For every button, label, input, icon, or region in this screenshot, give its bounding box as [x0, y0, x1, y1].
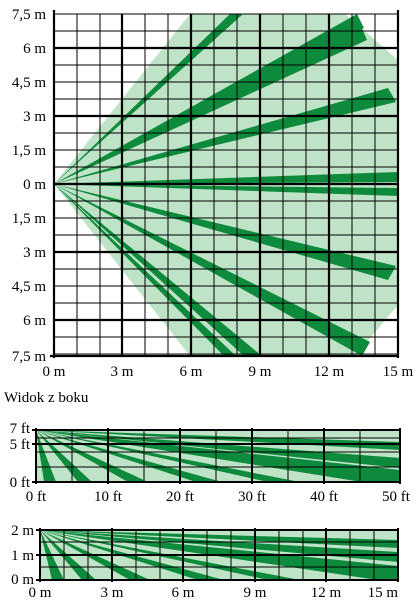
top-x-label: 12 m	[314, 364, 345, 380]
top-beam	[54, 172, 398, 184]
top-y-label: 1,5 m	[12, 143, 47, 159]
side-ft-grid	[36, 430, 400, 482]
side-ft-y-label: 0 ft	[10, 475, 31, 491]
top-y-labels: 7,5 m 6 m 4,5 m 3 m 1,5 m 0 m 1,5 m 3 m …	[12, 7, 47, 365]
side-m-y-label: 1 m	[11, 548, 34, 564]
top-y-label: 6 m	[23, 313, 46, 329]
top-y-label: 6 m	[23, 41, 46, 57]
side-ft-grid-major	[32, 428, 401, 484]
top-x-label: 0 m	[43, 364, 66, 380]
top-beam	[54, 184, 370, 356]
top-beams	[54, 14, 398, 356]
side-ft-y-labels: 7 ft 5 ft 0 ft	[10, 421, 31, 491]
top-beam	[54, 88, 396, 184]
side-ft-y-label: 7 ft	[10, 421, 31, 437]
top-y-label: 7,5 m	[12, 7, 47, 23]
side-m-beam	[40, 530, 398, 548]
side-ft-y-label: 5 ft	[10, 437, 31, 453]
side-ft-x-labels: 0 ft 10 ft 20 ft 30 ft 40 ft 50 ft	[26, 489, 411, 505]
side-ft-x-label: 20 ft	[166, 489, 195, 505]
top-beam	[54, 184, 262, 356]
side-m-x-label: 0 m	[29, 585, 52, 600]
top-x-label: 15 m	[383, 364, 414, 380]
side-m-x-label: 15 m	[368, 585, 399, 600]
top-y-label: 4,5 m	[12, 279, 47, 295]
top-y-label: 0 m	[23, 177, 46, 193]
side-m-x-labels: 0 m 3 m 6 m 9 m 12 m 15 m	[29, 585, 399, 600]
top-beam	[54, 24, 367, 184]
top-y-label: 4,5 m	[12, 75, 47, 91]
side-ft-x-label: 10 ft	[94, 489, 123, 505]
side-m-y-label: 2 m	[11, 523, 34, 539]
top-x-label: 6 m	[180, 364, 203, 380]
top-view-diagram: 7,5 m 6 m 4,5 m 3 m 1,5 m 0 m 1,5 m 3 m …	[12, 7, 414, 380]
top-x-label: 9 m	[249, 364, 272, 380]
top-beam	[54, 184, 398, 196]
side-view-caption: Widok z boku	[4, 390, 89, 406]
top-y-label: 7,5 m	[12, 349, 47, 365]
side-m-x-label: 9 m	[244, 585, 267, 600]
side-view-ft-diagram: 7 ft 5 ft 0 ft 0 ft 10 ft 20 ft 30 ft 40…	[10, 421, 411, 505]
top-x-label: 3 m	[111, 364, 134, 380]
top-y-label: 1,5 m	[12, 211, 47, 227]
side-m-x-label: 3 m	[101, 585, 124, 600]
top-beam	[54, 184, 396, 280]
top-x-labels: 0 m 3 m 6 m 9 m 12 m 15 m	[43, 364, 414, 380]
side-ft-x-label: 0 ft	[26, 489, 47, 505]
side-ft-beam	[36, 430, 400, 468]
side-m-y-label: 0 m	[11, 572, 34, 588]
top-grid-major	[50, 10, 400, 358]
side-m-grid-major	[36, 528, 399, 582]
side-view-m-diagram: 2 m 1 m 0 m 0 m 3 m 6 m 9 m 12 m 15 m	[11, 523, 399, 600]
top-y-label: 3 m	[23, 109, 46, 125]
side-ft-x-label: 50 ft	[382, 489, 411, 505]
side-ft-x-label: 40 ft	[310, 489, 339, 505]
side-ft-x-label: 30 ft	[238, 489, 267, 505]
top-y-label: 3 m	[23, 245, 46, 261]
side-m-x-label: 6 m	[172, 585, 195, 600]
side-m-y-labels: 2 m 1 m 0 m	[11, 523, 34, 588]
side-m-x-label: 12 m	[311, 585, 342, 600]
